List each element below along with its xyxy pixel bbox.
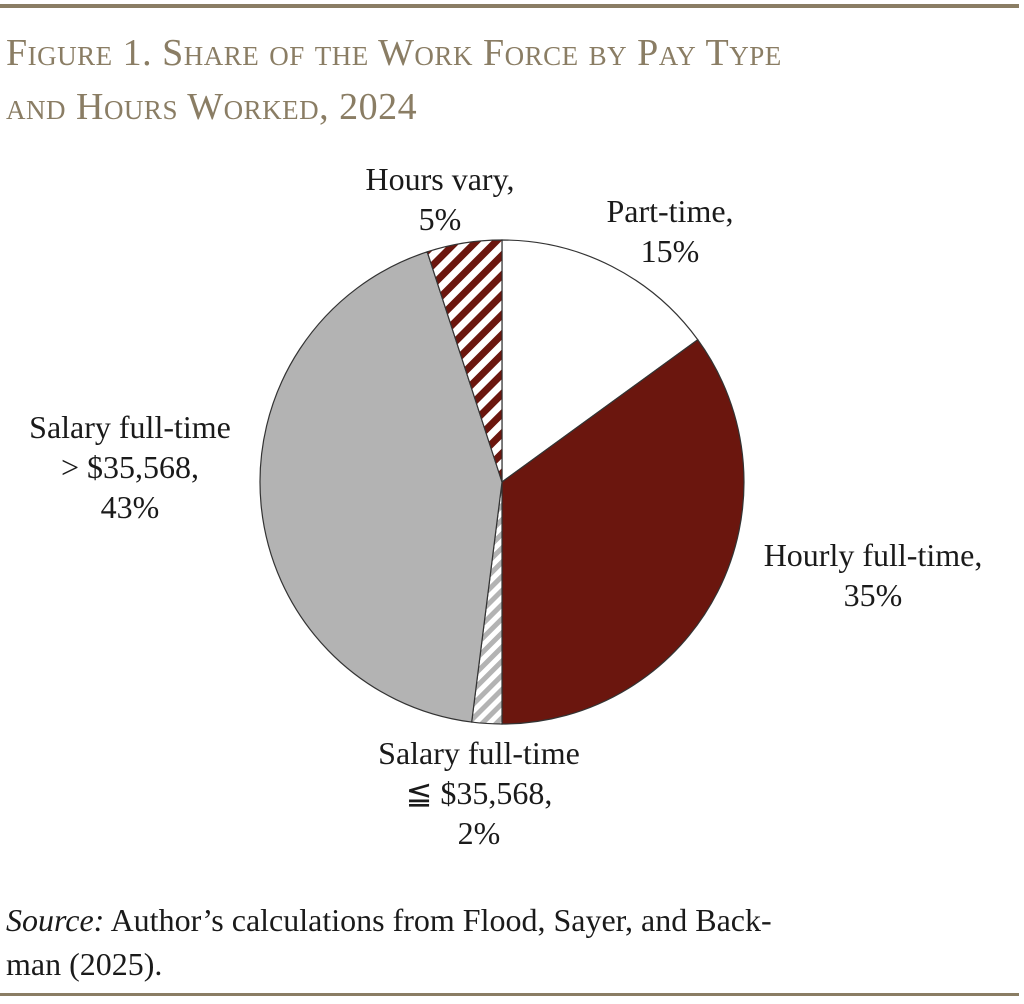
pie-slice-part-time bbox=[501, 239, 699, 484]
source-label: Source: bbox=[6, 902, 105, 938]
pie-label-part-time: Part-time, 15% bbox=[606, 193, 733, 269]
figure-title-line-1: Figure 1. Share of the Work Force by Pay… bbox=[6, 32, 782, 74]
pie-chart: Part-time, 15% Hourly full-time, 35% Salary … bbox=[29, 161, 982, 851]
pie-slices bbox=[259, 239, 745, 725]
top-rule bbox=[0, 4, 1019, 8]
figure-title: Figure 1. Share of the Work Force by Pay… bbox=[6, 26, 1006, 134]
pie-slice-salary-full-time bbox=[259, 251, 503, 723]
pie-labels: Part-time, 15% Hourly full-time, 35% Salary … bbox=[29, 161, 982, 851]
pie-slice-hours-vary bbox=[426, 239, 503, 483]
source-text-line-1: Author’s calculations from Flood, Sayer,… bbox=[104, 902, 772, 938]
figure-title-line-2: and Hours Worked, 2024 bbox=[6, 86, 418, 128]
pie-label-salary-full-time: Salary full-time ≦ $35,568, 2% bbox=[378, 735, 580, 851]
pie-label-hours-vary: Hours vary, 5% bbox=[366, 161, 515, 237]
pie-label-hourly-full-time: Hourly full-time, 35% bbox=[764, 537, 983, 613]
pie-label-salary-full-time: Salary full-time > $35,568, 43% bbox=[29, 409, 231, 525]
pie-slice-hourly-full-time bbox=[501, 338, 745, 725]
source-text-line-2: man (2025). bbox=[6, 946, 163, 982]
source-note: Source: Author’s calculations from Flood… bbox=[6, 898, 1006, 986]
bottom-rule bbox=[0, 993, 1019, 996]
